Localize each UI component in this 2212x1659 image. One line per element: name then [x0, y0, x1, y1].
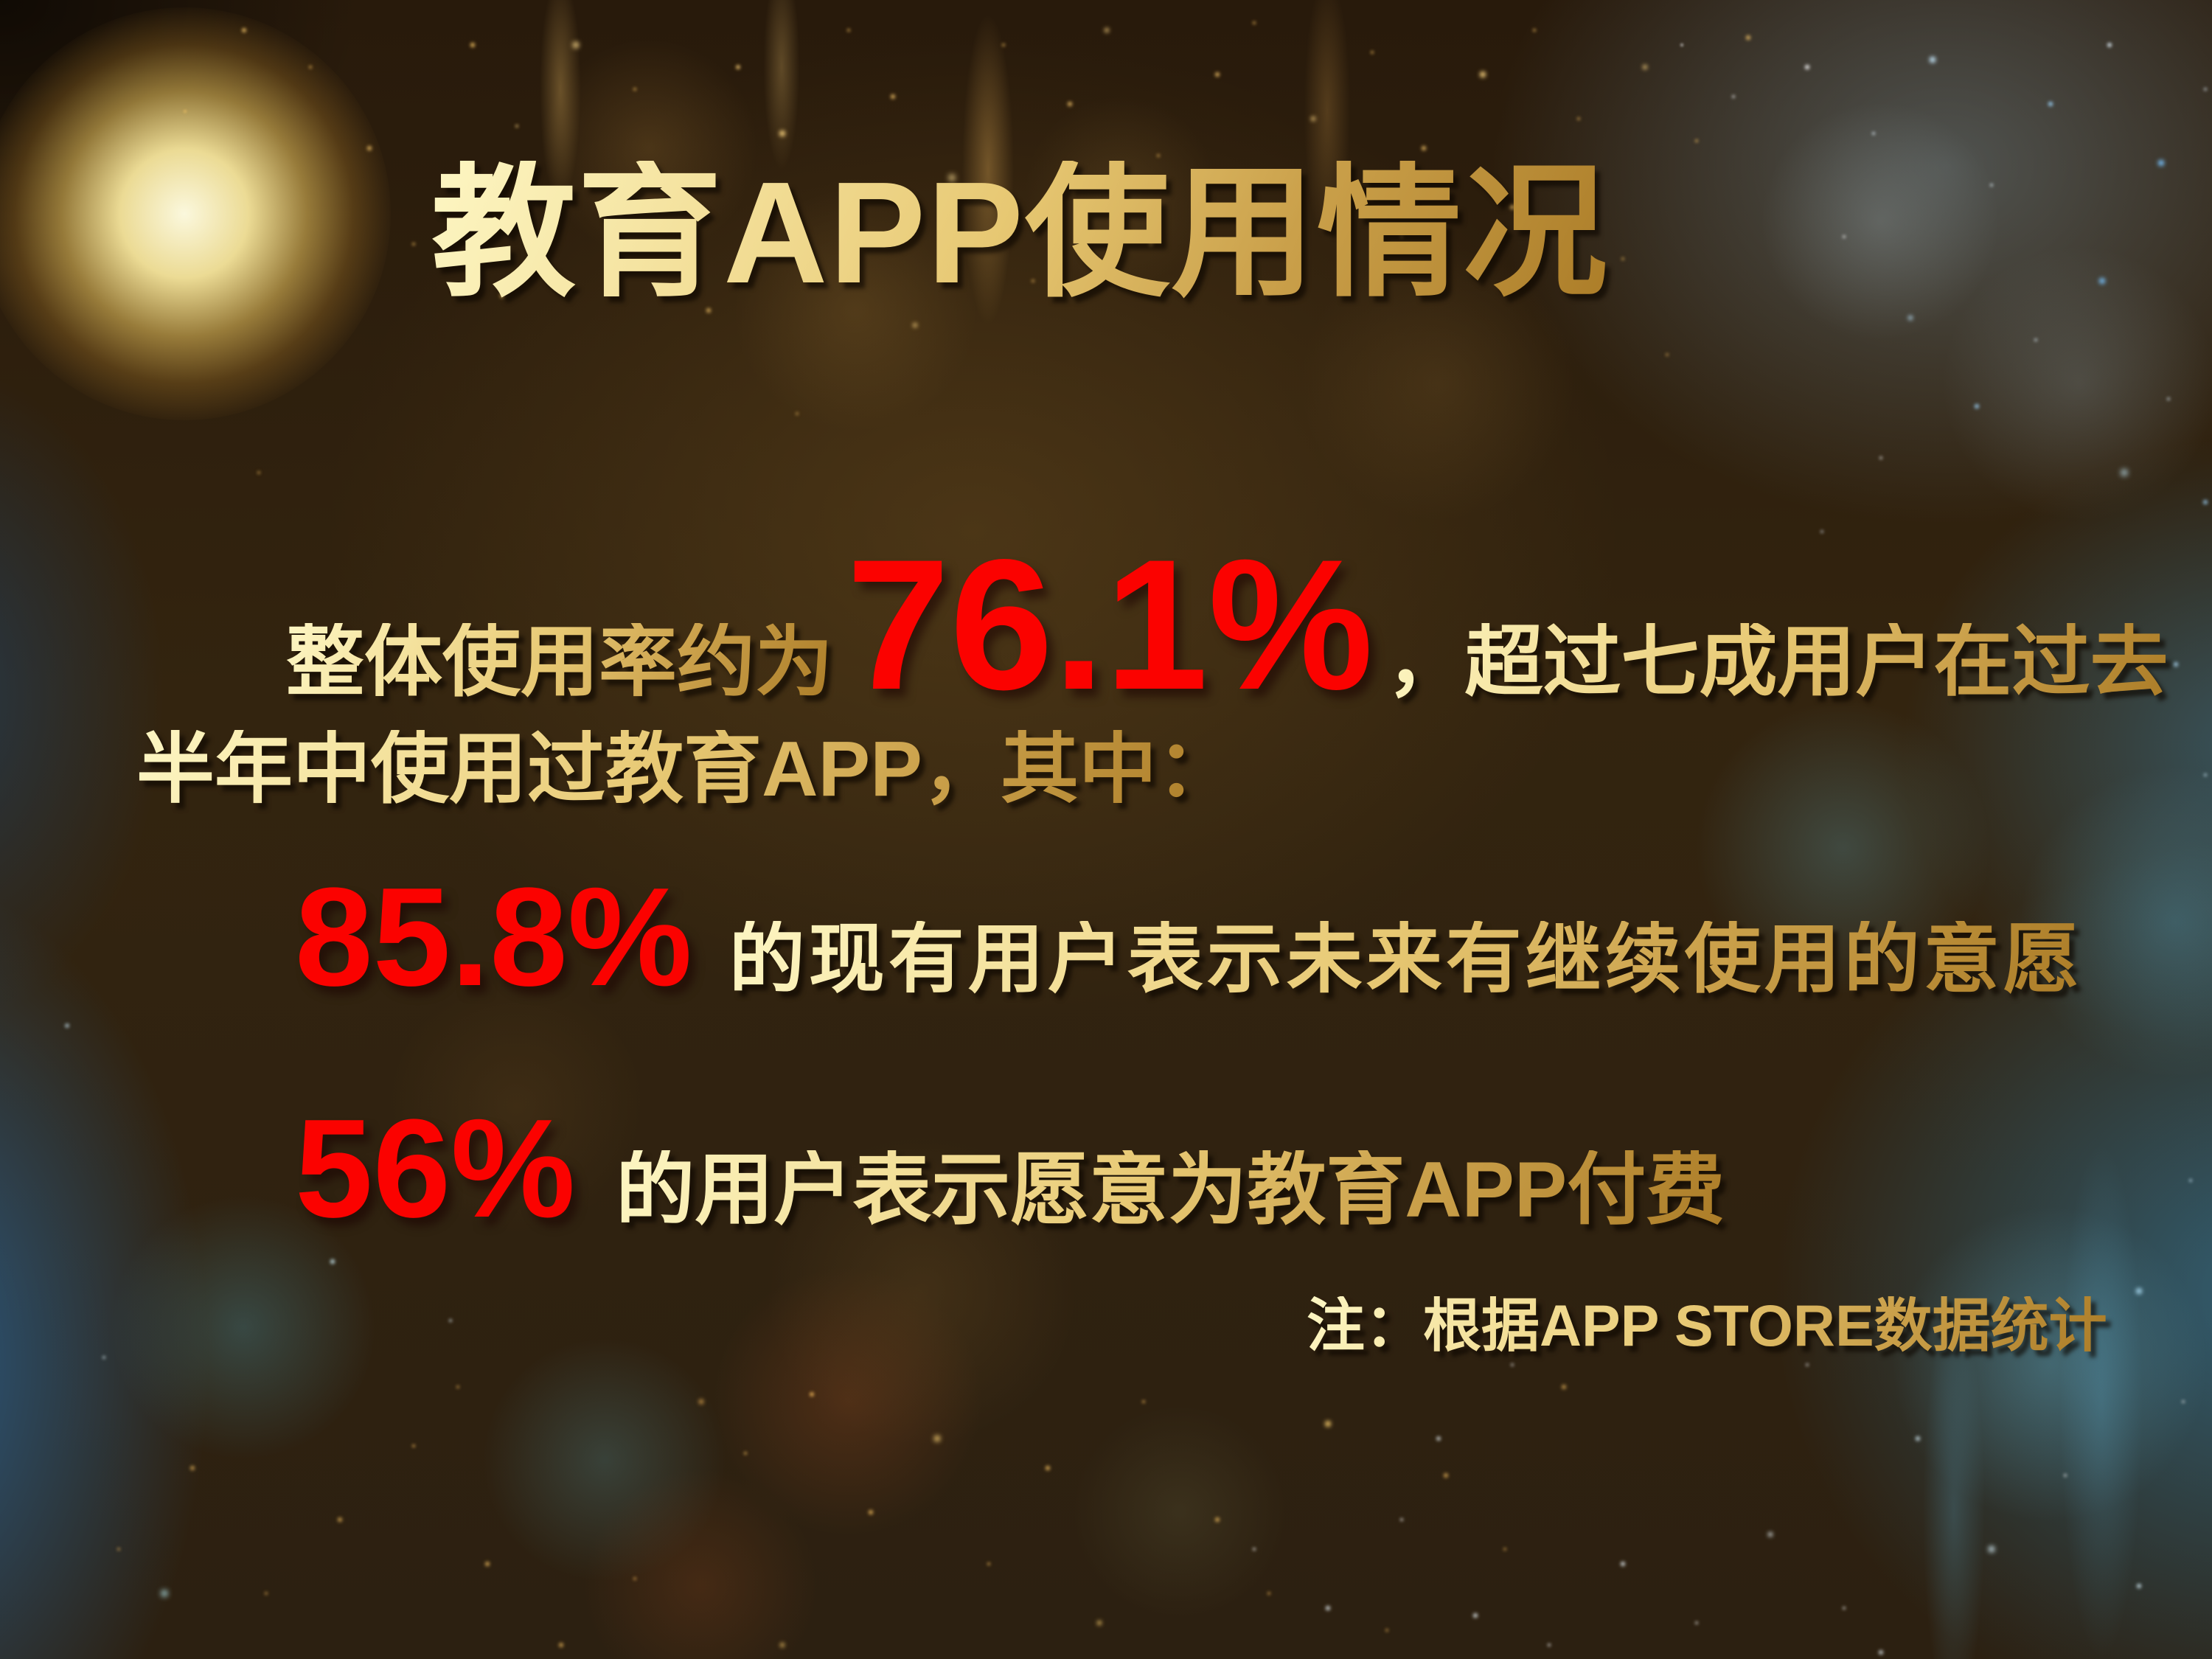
glow-orb — [0, 7, 391, 420]
stat-continue-usage: 85.8% 的现有用户表示未来有继续使用的意愿 — [295, 867, 2083, 1007]
stat-willing-to-pay: 56% 的用户表示愿意为教育APP付费 — [295, 1099, 1725, 1239]
stat-willing-to-pay-value: 56% — [295, 1091, 576, 1247]
overall-usage-value: 76.1% — [846, 521, 1374, 728]
overall-usage-prefix: 整体使用率约为 — [286, 619, 833, 706]
overall-usage-line-continued: 半年中使用过教育APP，其中： — [136, 726, 1235, 813]
stat-continue-usage-text: 的现有用户表示未来有继续使用的意愿 — [728, 917, 2083, 1001]
stat-continue-usage-value: 85.8% — [295, 859, 692, 1015]
overall-usage-suffix: ，超过七成用户在过去 — [1386, 619, 2168, 706]
source-note: 注：根据APP STORE数据统计 — [1307, 1293, 2107, 1358]
white-blue-sparkles — [0, 0, 1, 1]
overall-usage-line: 整体使用率约为 76.1% ，超过七成用户在过去 — [286, 532, 2168, 718]
slide-title: 教育APP使用情况 — [431, 152, 1610, 313]
stat-willing-to-pay-text: 的用户表示愿意为教育APP付费 — [616, 1145, 1725, 1234]
